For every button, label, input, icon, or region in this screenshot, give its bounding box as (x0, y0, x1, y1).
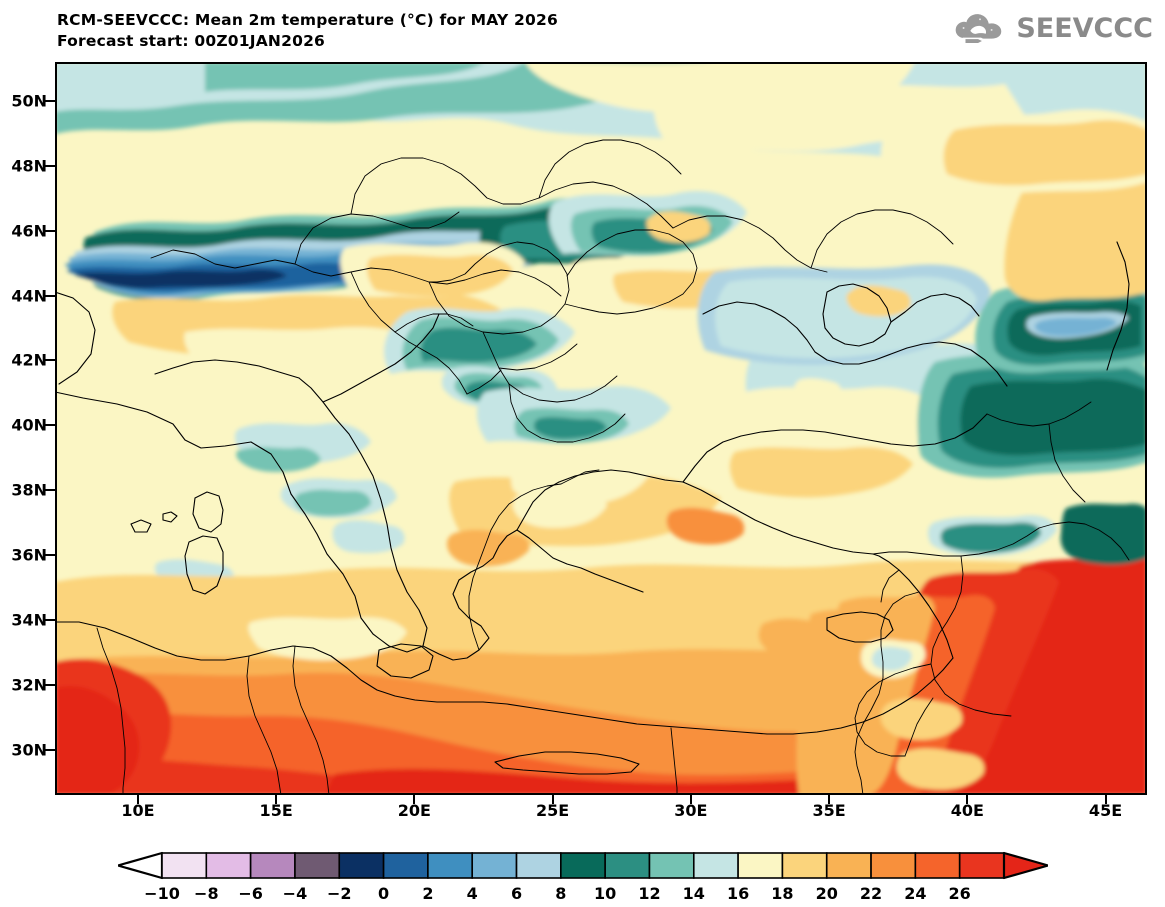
chart-title: RCM-SEEVCCC: Mean 2m temperature (°C) fo… (57, 11, 558, 29)
lon-tick-mark (551, 795, 554, 804)
lat-tick-mark (45, 229, 55, 232)
cloud-icon (956, 14, 1002, 45)
colorbar-tick-label: −2 (326, 884, 352, 903)
lon-tick-mark (966, 795, 969, 804)
lon-tick-label: 45E (1088, 801, 1123, 820)
lat-tick-label: 32N (11, 675, 47, 695)
lat-tick-mark (45, 489, 55, 492)
lat-tick-mark (45, 359, 55, 362)
lat-tick-label: 48N (11, 156, 47, 176)
lon-tick-label: 10E (121, 801, 155, 820)
colorbar-tick-label: 22 (859, 884, 883, 903)
colorbar-tick-label: 2 (422, 884, 434, 903)
colorbar-swatches (118, 851, 1048, 880)
coastline-layer (55, 241, 1130, 775)
colorbar-tick-label: 6 (510, 884, 523, 903)
colorbar-tick-label: 20 (815, 884, 838, 903)
lon-tick-label: 20E (397, 801, 431, 820)
lon-tick-mark (275, 795, 278, 804)
colorbar-tick-label: −10 (144, 884, 180, 903)
lat-tick-label: 36N (11, 545, 47, 565)
colorbar-tick-label: 10 (594, 884, 617, 903)
seevccc-logo: SEEVCCC (951, 8, 1153, 48)
lat-tick-label: 34N (11, 610, 47, 630)
colorbar-tick-label: 14 (682, 884, 705, 903)
lon-tick-label: 40E (950, 801, 984, 820)
colorbar-tick-label: 18 (771, 884, 794, 903)
lon-tick-mark (1104, 795, 1107, 804)
lat-tick-label: 46N (11, 221, 47, 241)
lat-tick-label: 44N (11, 286, 47, 306)
colorbar-tick-label: 8 (555, 884, 567, 903)
lon-tick-mark (136, 795, 139, 804)
chart-title-block: RCM-SEEVCCC: Mean 2m temperature (°C) fo… (57, 10, 558, 52)
lat-tick-label: 30N (11, 740, 47, 760)
lon-tick-mark (828, 795, 831, 804)
lat-tick-mark (45, 683, 55, 686)
lon-tick-mark (413, 795, 416, 804)
lat-tick-mark (45, 99, 55, 102)
map-plot-area (55, 62, 1147, 795)
lon-tick-label: 25E (536, 801, 570, 820)
chart-subtitle: Forecast start: 00Z01JAN2026 (57, 32, 326, 50)
logo-text: SEEVCCC (1016, 12, 1153, 44)
lon-tick-label: 30E (674, 801, 708, 820)
colorbar-tick-label: −4 (282, 884, 308, 903)
lat-tick-label: 40N (11, 415, 47, 435)
colorbar (118, 851, 1048, 881)
colorbar-tick-label: 26 (948, 884, 971, 903)
lat-tick-mark (45, 748, 55, 751)
lat-tick-mark (45, 164, 55, 167)
border-layer (96, 139, 1130, 795)
lon-tick-mark (689, 795, 692, 804)
lat-tick-mark (45, 618, 55, 621)
colorbar-tick-label: −8 (194, 884, 219, 903)
lon-tick-label: 15E (259, 801, 293, 820)
colorbar-tick-label: 0 (378, 884, 390, 903)
temperature-field (55, 62, 1147, 795)
lat-tick-label: 42N (11, 350, 47, 370)
lat-tick-mark (45, 424, 55, 427)
colorbar-tick-label: −6 (238, 884, 263, 903)
colorbar-tick-label: 4 (466, 884, 478, 903)
lat-tick-label: 50N (11, 91, 47, 111)
colorbar-tick-label: 12 (638, 884, 661, 903)
lat-tick-mark (45, 294, 55, 297)
lon-tick-label: 35E (812, 801, 846, 820)
lat-tick-mark (45, 553, 55, 556)
colorbar-tick-label: 24 (904, 884, 927, 903)
lat-tick-label: 38N (11, 480, 47, 500)
colorbar-tick-label: 16 (726, 884, 750, 903)
